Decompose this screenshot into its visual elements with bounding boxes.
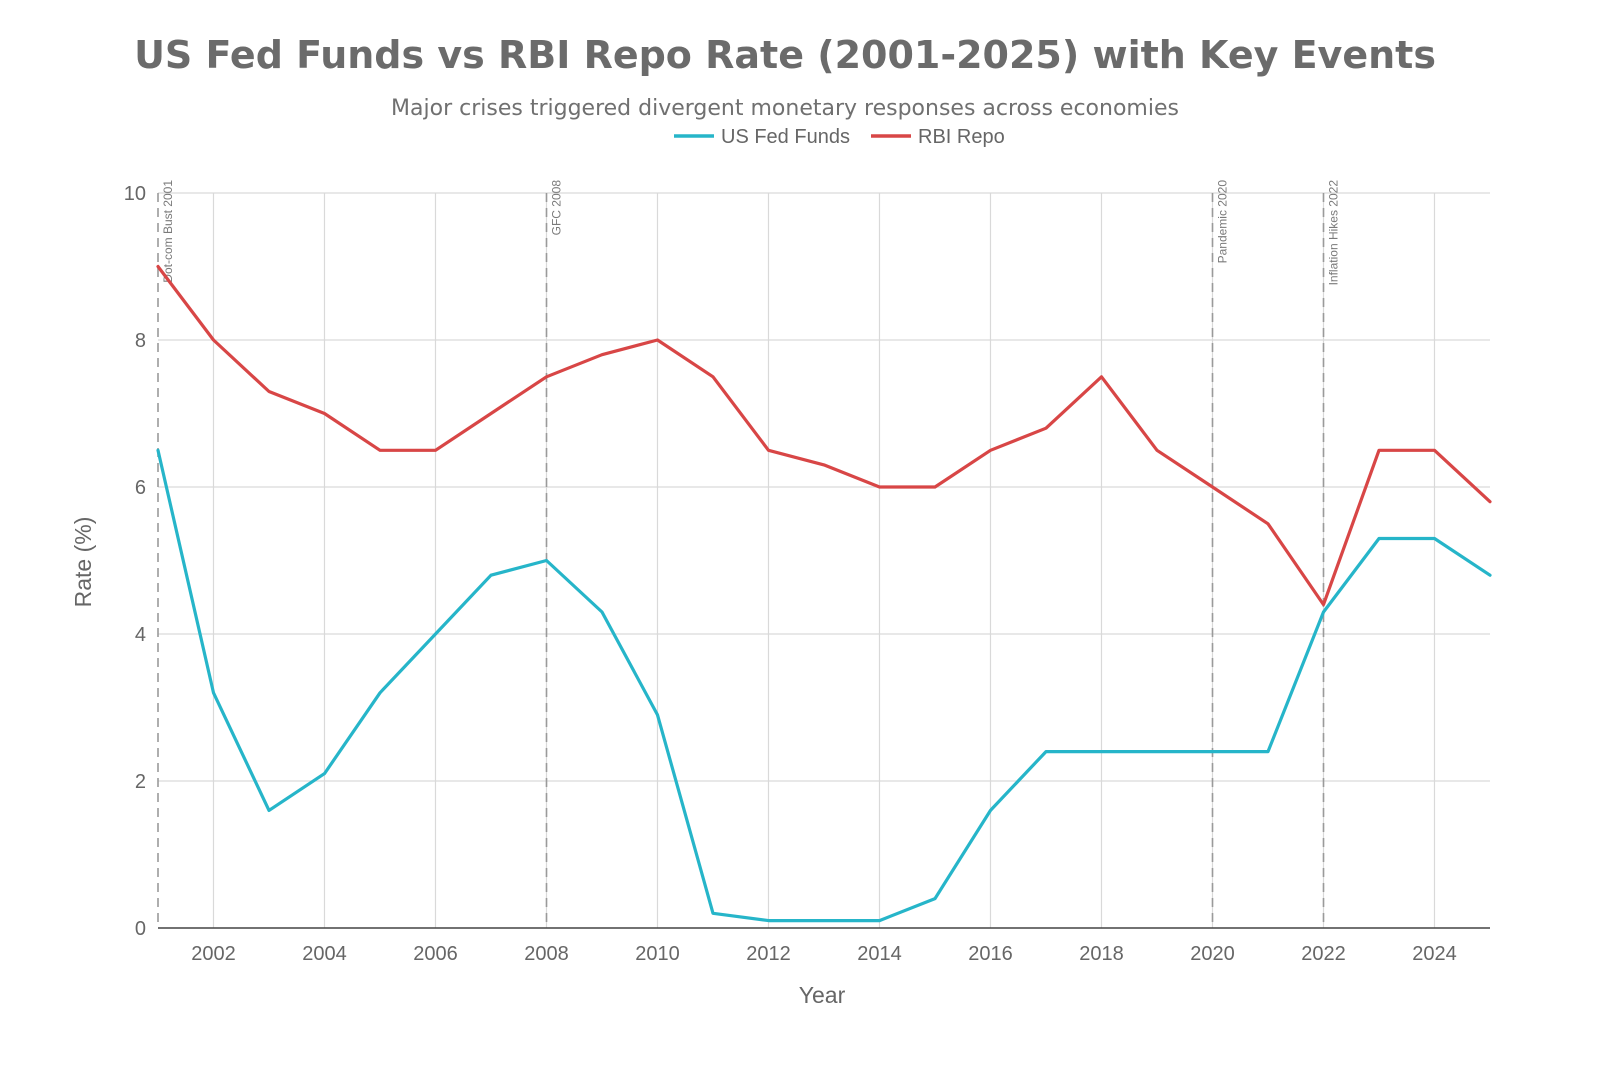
y-tick-label-4: 4 [135, 624, 146, 646]
x-tick-label-2018: 2018 [1079, 943, 1124, 965]
event-label-dot-com-bust-2001: Dot-com Bust 2001 [161, 180, 175, 283]
series-line-rbi-repo [158, 267, 1490, 605]
y-tick-label-10: 10 [124, 183, 146, 205]
x-tick-label-2010: 2010 [635, 943, 680, 965]
event-label-gfc-2008: GFC 2008 [550, 180, 564, 236]
x-tick-label-2016: 2016 [968, 943, 1013, 965]
x-tick-label-2020: 2020 [1190, 943, 1235, 965]
y-axis-title: Rate (%) [70, 517, 96, 608]
chart-title: US Fed Funds vs RBI Repo Rate (2001-2025… [134, 33, 1436, 77]
chart-subtitle: Major crises triggered divergent monetar… [391, 96, 1179, 121]
event-label-inflation-hikes-2022: Inflation Hikes 2022 [1327, 180, 1341, 286]
axes: 2002 2004 2006 2008 2010 2012 2014 2016 2018 2020… [124, 183, 1490, 965]
x-tick-label-2004: 2004 [302, 943, 347, 965]
event-label-pandemic-2020: Pandemic 2020 [1216, 180, 1230, 264]
y-tick-label-2: 2 [135, 771, 146, 793]
x-axis-title: Year [799, 982, 846, 1008]
series-line-us-fed-funds [158, 450, 1490, 920]
y-tick-label-8: 8 [135, 330, 146, 352]
event-markers: Dot-com Bust 2001 GFC 2008 Pandemic 2020 In… [158, 180, 1341, 928]
y-tick-label-0: 0 [135, 918, 146, 940]
legend-label-us-fed-funds: US Fed Funds [721, 126, 850, 148]
grid [158, 193, 1490, 928]
x-tick-label-2008: 2008 [524, 943, 569, 965]
x-tick-label-2022: 2022 [1301, 943, 1346, 965]
series-lines [158, 267, 1490, 921]
x-tick-label-2012: 2012 [746, 943, 791, 965]
x-tick-label-2002: 2002 [191, 943, 236, 965]
legend: US Fed Funds RBI Repo [674, 126, 1005, 148]
legend-label-rbi-repo: RBI Repo [918, 126, 1005, 148]
x-tick-label-2014: 2014 [857, 943, 902, 965]
x-tick-label-2006: 2006 [413, 943, 458, 965]
x-tick-label-2024: 2024 [1412, 943, 1457, 965]
y-tick-label-6: 6 [135, 477, 146, 499]
chart: US Fed Funds vs RBI Repo Rate (2001-2025… [0, 0, 1600, 1066]
